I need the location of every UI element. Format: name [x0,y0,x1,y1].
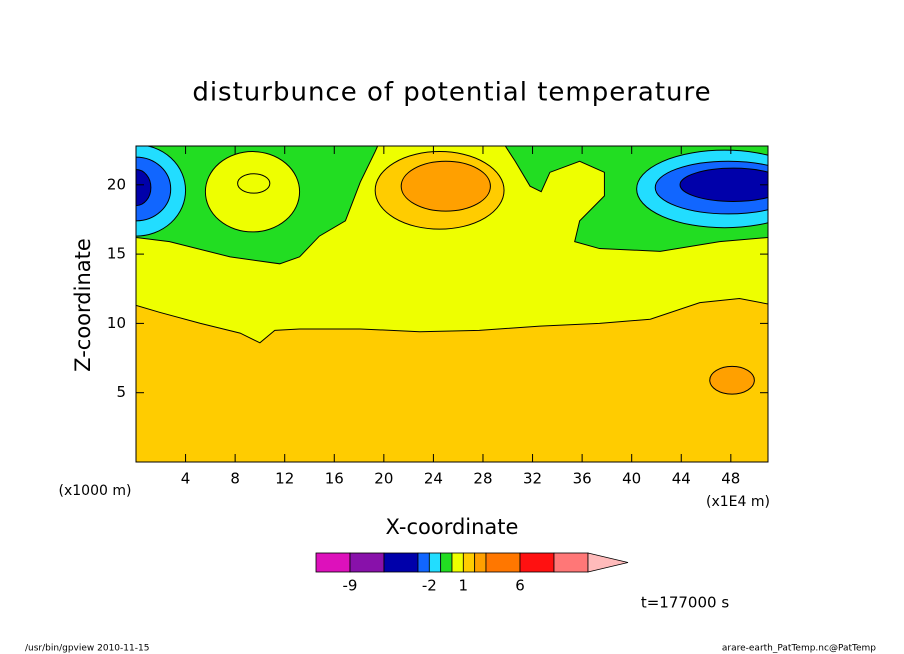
x-tick-label: 48 [721,470,740,488]
y-tick-label: 20 [107,175,126,193]
y-axis-label: Z-coordinate [71,238,95,372]
y-tick-label: 5 [116,383,126,401]
plot-area [136,146,768,462]
colorbar-box [451,552,464,573]
x-axis-label: X-coordinate [386,515,519,539]
colorbar-box [440,552,453,573]
contour-blob [237,173,271,194]
x-tick-label: 24 [424,470,443,488]
colorbar-box [349,552,385,573]
colorbar-label: 6 [515,577,525,595]
y-tick-label: 10 [107,314,126,332]
colorbar-box [485,552,521,573]
footer-left: /usr/bin/gpview 2010-11-15 [25,644,149,654]
colorbar-box [383,552,419,573]
colorbar-box [428,552,442,573]
contour-blob [679,167,768,202]
x-unit-left: (x1000 m) [59,483,132,499]
plot-frame [135,145,769,463]
x-unit-right: (x1E4 m) [706,494,770,510]
y-tick-label: 15 [107,245,126,263]
x-tick-label: 16 [325,470,344,488]
x-tick-label: 20 [374,470,393,488]
colorbar-label: -9 [343,577,358,595]
contour-blob [136,169,152,207]
x-tick-label: 28 [473,470,492,488]
x-tick-label: 32 [523,470,542,488]
colorbar-box [474,552,487,573]
x-tick-label: 36 [573,470,592,488]
colorbar-box [315,552,351,573]
contour-blob [709,365,755,395]
x-tick-label: 8 [230,470,240,488]
x-tick-label: 40 [622,470,641,488]
contour-blob [400,160,491,212]
time-label: t=177000 s [641,594,729,612]
x-tick-label: 44 [672,470,691,488]
colorbar-box [462,552,476,573]
colorbar-label: -2 [422,577,437,595]
colorbar-box [553,552,589,573]
colorbar-box [417,552,430,573]
footer-right: arare-earth_PatTemp.nc@PatTemp [722,644,876,654]
colorbar-extension [587,552,629,573]
colorbar-box [519,552,555,573]
x-tick-label: 12 [275,470,294,488]
x-tick-label: 4 [181,470,191,488]
chart-title: disturbunce of potential temperature [192,78,711,108]
colorbar-label: 1 [459,577,469,595]
